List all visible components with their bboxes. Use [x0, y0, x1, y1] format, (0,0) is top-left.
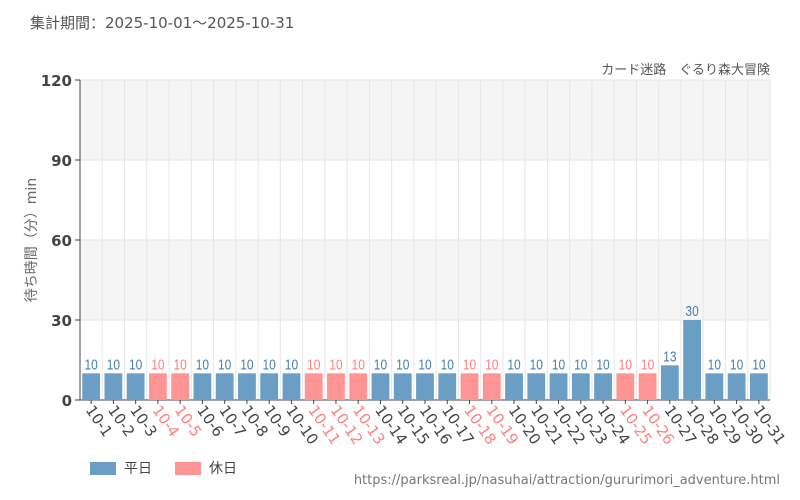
bar-value-label: 30 [685, 303, 699, 320]
bar [482, 373, 501, 400]
bar [327, 373, 345, 400]
bar [460, 373, 479, 400]
bar-value-label: 10 [352, 356, 366, 373]
bar-value-label: 10 [574, 356, 588, 373]
bar-value-label: 10 [196, 356, 210, 373]
legend-weekday-label: 平日 [124, 461, 152, 477]
bar [82, 373, 101, 400]
bar [683, 320, 701, 400]
weekday-swatch [90, 461, 116, 475]
legend-weekday[interactable]: 平日 [90, 458, 152, 478]
bar [571, 373, 590, 400]
bar-value-label: 10 [173, 356, 187, 373]
bar-value-label: 10 [218, 356, 232, 373]
bar [393, 373, 412, 400]
bar-value-label: 10 [708, 356, 722, 373]
bar [349, 373, 368, 400]
bar [505, 373, 523, 400]
bar [705, 373, 724, 400]
bar-value-label: 10 [129, 356, 143, 373]
y-tick-label: 120 [41, 72, 72, 90]
y-tick-label: 0 [62, 392, 72, 410]
grid-band [80, 80, 770, 160]
bar-value-label: 10 [641, 356, 655, 373]
bar-value-label: 10 [530, 356, 544, 373]
bar [727, 373, 746, 400]
bar-value-label: 10 [240, 356, 254, 373]
bar [616, 373, 635, 400]
bar-value-label: 10 [329, 356, 343, 373]
bar-value-label: 10 [463, 356, 477, 373]
grid-band [80, 240, 770, 320]
bar [171, 373, 190, 400]
bar [282, 373, 301, 400]
y-tick-label: 60 [51, 232, 72, 250]
y-tick-label: 90 [51, 152, 72, 170]
bar-value-label: 10 [730, 356, 744, 373]
bar-value-label: 10 [619, 356, 633, 373]
bar-value-label: 10 [441, 356, 455, 373]
bar [371, 373, 390, 400]
bar-value-label: 10 [151, 356, 165, 373]
bar [638, 373, 657, 400]
bar [126, 373, 145, 400]
legend-holiday-label: 休日 [209, 461, 237, 477]
bar [104, 373, 123, 400]
bar-value-label: 10 [374, 356, 388, 373]
bar-value-label: 10 [552, 356, 566, 373]
bar [304, 373, 323, 400]
attraction-name: カード迷路 ぐるり森大冒険 [601, 63, 770, 78]
y-tick-label: 30 [51, 312, 72, 330]
bar-value-label: 10 [485, 356, 499, 373]
bar [260, 373, 279, 400]
bar [527, 373, 546, 400]
bar [416, 373, 434, 400]
bar-value-label: 10 [396, 356, 410, 373]
bar-value-label: 10 [418, 356, 432, 373]
bar-value-label: 10 [596, 356, 610, 373]
bar [215, 373, 234, 400]
bar-value-label: 10 [307, 356, 321, 373]
source-url: https://parksreal.jp/nasuhai/attraction/… [353, 473, 780, 488]
bar-value-label: 10 [752, 356, 766, 373]
bar [660, 365, 679, 400]
y-axis-label: 待ち時間（分）min [24, 178, 40, 302]
bar [594, 373, 612, 400]
bar-value-label: 10 [263, 356, 277, 373]
bar-value-label: 10 [285, 356, 299, 373]
holiday-swatch [175, 461, 201, 475]
bar-value-label: 10 [507, 356, 521, 373]
bar-value-label: 13 [663, 348, 676, 365]
bar [749, 373, 768, 400]
bar [193, 373, 212, 400]
bar [149, 373, 167, 400]
legend-holiday[interactable]: 休日 [175, 458, 237, 478]
bar [438, 373, 457, 400]
bar-value-label: 10 [107, 356, 121, 373]
bar [549, 373, 568, 400]
bar [238, 373, 256, 400]
period-label: 集計期間：2025-10-01〜2025-10-31 [30, 14, 295, 32]
bar-value-label: 10 [84, 356, 98, 373]
